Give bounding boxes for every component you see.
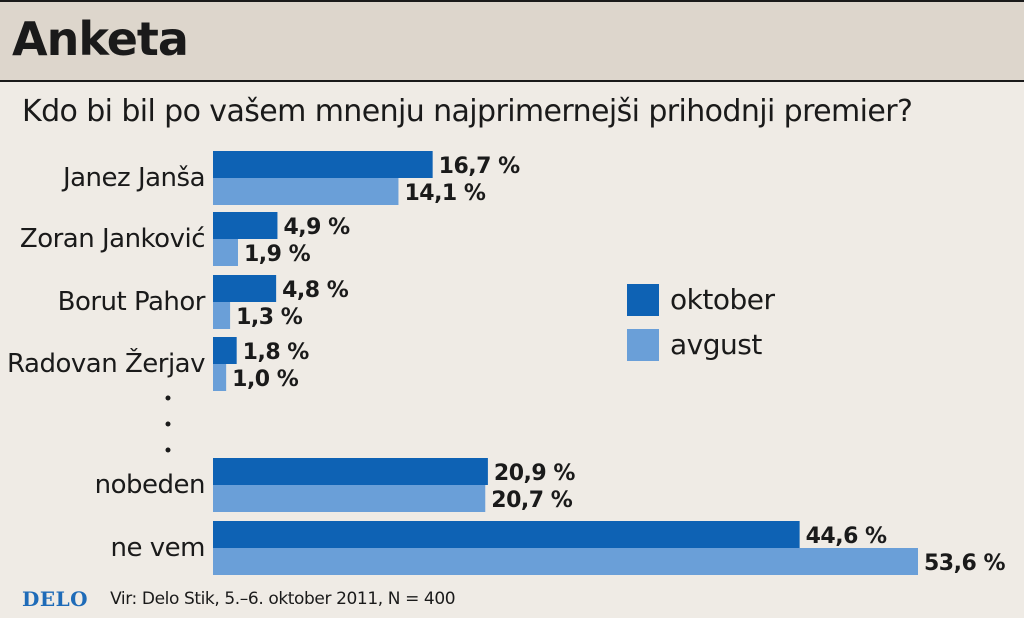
category-label: Janez Janša	[61, 163, 205, 193]
bar-oktober	[213, 151, 433, 178]
page-title: Anketa	[12, 12, 189, 66]
bar-avgust	[213, 364, 227, 391]
header-bar: Anketa	[0, 0, 1024, 82]
legend-swatch-oktober	[627, 284, 659, 316]
value-label: 16,7 %	[439, 154, 520, 179]
bar-avgust	[213, 178, 399, 205]
ellipsis-dot	[165, 421, 171, 427]
category-label: ne vem	[111, 533, 205, 563]
bar-avgust	[213, 485, 486, 512]
ellipsis-dot	[165, 395, 171, 401]
category-label: Borut Pahor	[58, 287, 206, 317]
value-label: 1,3 %	[236, 305, 303, 330]
value-label: 1,0 %	[232, 367, 299, 392]
value-label: 53,6 %	[924, 551, 1005, 576]
bar-oktober	[213, 521, 800, 548]
chart-title: Kdo bi bil po vašem mnenju najprimernejš…	[22, 94, 913, 129]
category-label: Radovan Žerjav	[7, 347, 205, 379]
bar-oktober	[213, 337, 237, 364]
brand-logo: DELO	[22, 587, 89, 611]
legend-label-oktober: oktober	[670, 283, 775, 316]
bar-avgust	[213, 302, 231, 329]
bar-oktober	[213, 458, 488, 485]
bar-avgust	[213, 548, 918, 575]
bar-avgust	[213, 239, 238, 266]
value-label: 4,9 %	[283, 215, 350, 240]
bar-oktober	[213, 275, 277, 302]
ellipsis-dot	[165, 447, 171, 453]
legend-label-avgust: avgust	[670, 328, 762, 361]
legend-swatch-avgust	[627, 329, 659, 361]
value-label: 20,9 %	[494, 461, 575, 486]
value-label: 44,6 %	[806, 524, 887, 549]
footer: DELO Vir: Delo Stik, 5.–6. oktober 2011,…	[22, 586, 456, 612]
value-label: 1,9 %	[244, 242, 311, 267]
value-label: 20,7 %	[491, 488, 572, 513]
value-label: 1,8 %	[243, 340, 310, 365]
value-label: 14,1 %	[404, 181, 485, 206]
category-label: Zoran Janković	[20, 224, 205, 254]
source-note: Vir: Delo Stik, 5.–6. oktober 2011, N = …	[110, 589, 456, 609]
bar-oktober	[213, 212, 278, 239]
value-label: 4,8 %	[282, 278, 349, 303]
category-label: nobeden	[95, 470, 205, 500]
